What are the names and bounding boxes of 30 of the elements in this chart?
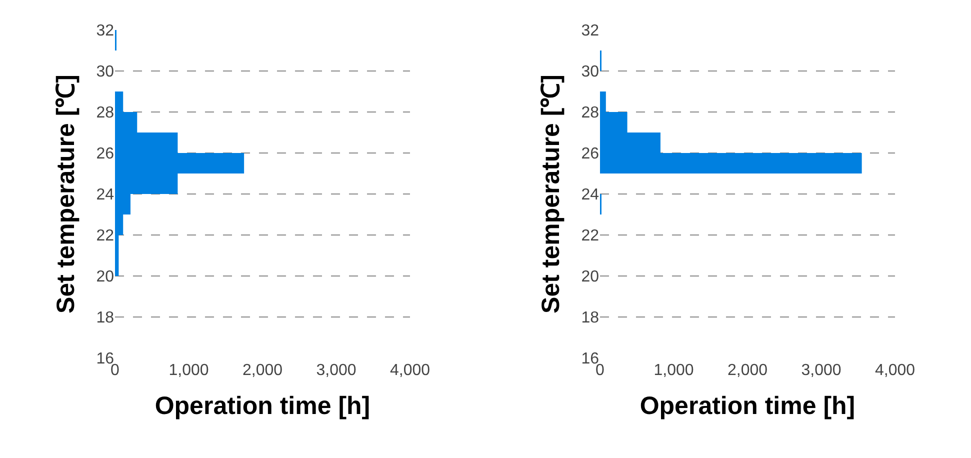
x-axis-title: Operation time [h] (640, 392, 856, 420)
x-tick-label: 0 (596, 362, 605, 379)
y-tick-label: 24 (96, 186, 114, 204)
x-tick-label: 1,000 (654, 362, 694, 379)
y-tick-label: 20 (96, 268, 114, 286)
y-axis-title: Set temperature [℃] (536, 74, 565, 314)
y-tick-label: 30 (581, 64, 600, 81)
y-tick-label: 24 (581, 186, 600, 204)
x-tick-label: 3,000 (316, 362, 356, 379)
x-tick-label: 3,000 (801, 362, 842, 379)
y-tick-label: 30 (96, 64, 114, 81)
y-tick-label: 22 (581, 228, 600, 245)
x-tick-label: 2,000 (727, 362, 768, 379)
y-tick-label: 32 (96, 22, 114, 40)
x-tick-label: 4,000 (874, 362, 916, 379)
y-axis-title: Set temperature [℃] (52, 74, 80, 314)
y-tick-label: 26 (96, 146, 114, 163)
y-tick-label: 28 (581, 104, 600, 122)
x-axis-title: Operation time [h] (154, 392, 370, 420)
y-tick-label: 32 (581, 22, 600, 40)
y-tick-label: 18 (581, 310, 600, 327)
y-tick-label: 28 (96, 104, 114, 122)
x-tick-label: 2,000 (242, 362, 283, 379)
x-tick-label: 1,000 (168, 362, 209, 379)
y-tick-label: 26 (581, 146, 600, 163)
x-tick-label: 4,000 (390, 362, 430, 379)
y-tick-label: 18 (96, 310, 114, 327)
y-tick-label: 22 (96, 228, 114, 245)
y-tick-label: 20 (581, 268, 600, 286)
x-tick-label: 0 (110, 362, 120, 379)
